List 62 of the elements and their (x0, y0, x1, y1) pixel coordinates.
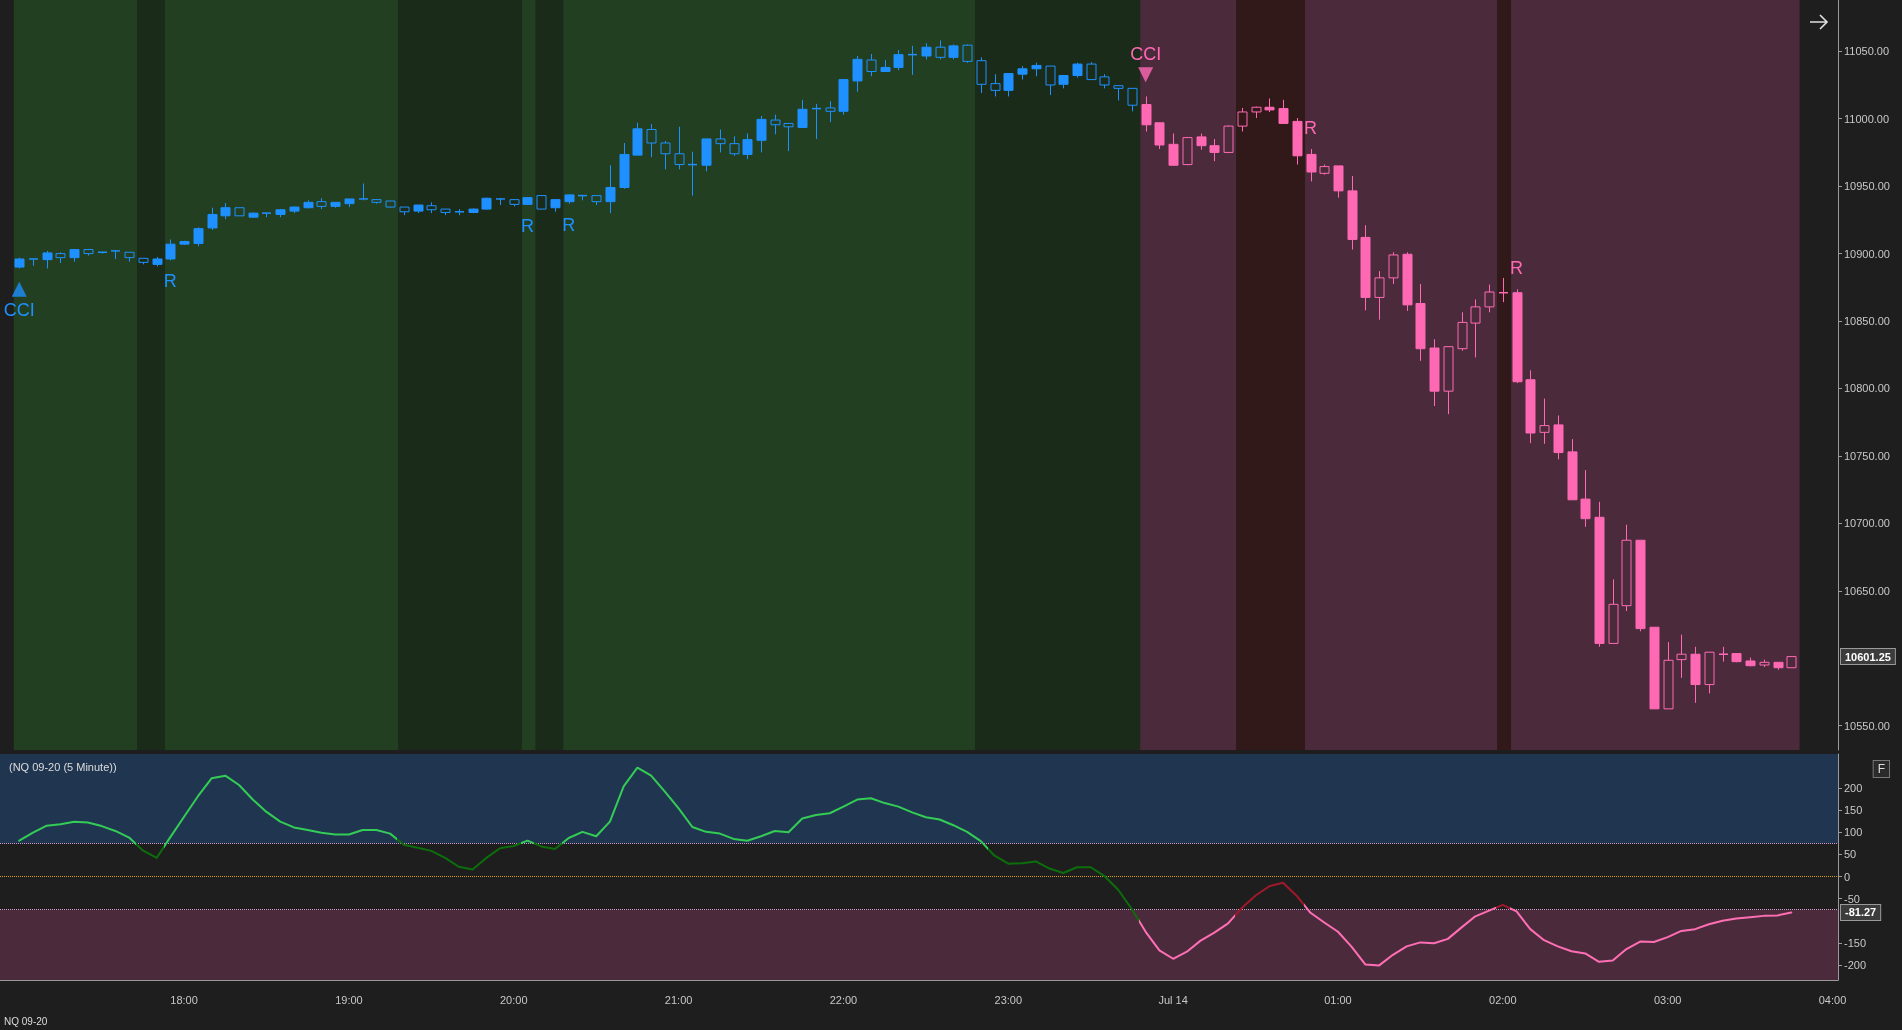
candlestick (729, 135, 740, 157)
candlestick (399, 206, 410, 216)
candlestick (1113, 85, 1124, 101)
text: 10601.25 (1845, 650, 1891, 663)
text: F (1877, 762, 1886, 776)
annotation: R (163, 271, 177, 292)
y-tick-label: 200 (1844, 782, 1863, 795)
x-tick-label: Jul 14 (1158, 993, 1188, 1006)
x-tick-label: 03:00 (1653, 993, 1682, 1006)
candlestick (880, 59, 891, 72)
candlestick (646, 123, 657, 158)
y-tick-label: 50 (1844, 848, 1857, 861)
annotation: R (521, 216, 534, 237)
candlestick (783, 122, 794, 152)
y-tick-label: 10550.00 (1844, 719, 1890, 732)
candlestick (1045, 65, 1056, 96)
candlestick (55, 253, 66, 264)
y-tick-label: 150 (1844, 804, 1863, 817)
y-tick-label: 10900.00 (1844, 247, 1890, 260)
y-tick-label: 100 (1844, 826, 1863, 839)
x-tick-label: 22:00 (829, 993, 858, 1006)
x-tick-label: 18:00 (170, 993, 198, 1006)
y-tick-label: 10700.00 (1844, 517, 1890, 530)
x-tick-label: 20:00 (500, 993, 528, 1006)
y-tick-label: 11000.00 (1844, 112, 1890, 125)
candlestick (124, 251, 135, 263)
candlestick (619, 142, 630, 188)
candlestick (69, 249, 80, 263)
y-tick-label: -150 (1844, 936, 1867, 949)
text: (NQ 09-20 (5 Minute)) (9, 760, 117, 773)
y-tick-label: 10800.00 (1844, 382, 1890, 395)
y-tick-label: -200 (1844, 958, 1867, 971)
annotation: R (1304, 118, 1317, 139)
annotation: R (562, 214, 576, 235)
candlestick (344, 198, 355, 208)
y-tick-label: -50 (1844, 892, 1860, 905)
x-tick-label: 21:00 (664, 993, 693, 1006)
y-tick-label: 0 (1844, 870, 1851, 883)
candlestick (852, 55, 863, 93)
candlestick (797, 99, 808, 128)
y-tick-label: 10650.00 (1844, 584, 1890, 597)
y-tick-label: 10950.00 (1844, 180, 1890, 193)
x-tick-label: 04:00 (1818, 993, 1847, 1006)
x-tick-label: 01:00 (1324, 993, 1352, 1006)
annotation: R (1510, 258, 1524, 279)
candlestick (330, 201, 341, 207)
x-tick-label: 19:00 (335, 993, 363, 1006)
candlestick (756, 115, 767, 153)
candlestick (536, 195, 547, 210)
x-tick-label: 23:00 (994, 993, 1023, 1006)
candlestick (234, 207, 245, 217)
candlestick (591, 195, 602, 206)
text: NQ 09-20 (4, 1015, 48, 1027)
y-tick-label: 10850.00 (1844, 315, 1890, 328)
y-tick-label: 11050.00 (1844, 45, 1890, 58)
x-tick-label: 02:00 (1489, 993, 1517, 1006)
annotation: CCI (3, 300, 35, 321)
candlestick (605, 164, 616, 214)
y-tick-label: 10750.00 (1844, 449, 1890, 462)
candlestick (426, 201, 437, 214)
text: -81.27 (1845, 906, 1877, 919)
annotation: CCI (1130, 44, 1162, 65)
